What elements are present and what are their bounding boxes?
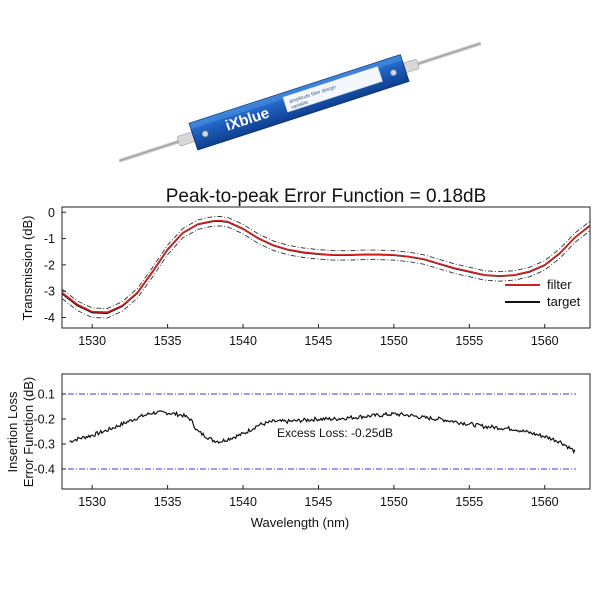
error-xtick-label-1550: 1550: [380, 495, 408, 509]
transmission-ytick-label-2: -2: [44, 258, 55, 272]
transmission-xtick-label-1555: 1555: [455, 334, 483, 348]
transmission-ytick-label-1: -1: [44, 232, 55, 246]
series-filter: [61, 219, 591, 314]
error-ylabel-line2: Error Function (dB): [21, 377, 36, 488]
transmission-xtick-label-1530: 1530: [78, 334, 106, 348]
transmission-xtick-label-1545: 1545: [305, 334, 333, 348]
transmission-ytick-label-4: -4: [44, 311, 55, 325]
error-annotation: Excess Loss: -0.25dB: [277, 426, 393, 440]
error-xtick-label-1540: 1540: [229, 495, 257, 509]
error-ytick-label-3: -0.4: [33, 463, 55, 477]
error-xtick-label-1530: 1530: [78, 495, 106, 509]
legend: filter target: [505, 277, 581, 309]
error-ylabel-line1: Insertion Loss: [5, 391, 20, 472]
transmission-chart: 1530 1535 1540 1545 1550 1555 1560 0 -1 -2 -3 -4 T…: [20, 206, 591, 348]
transmission-xtick-label-1535: 1535: [154, 334, 182, 348]
error-xlabel: Wavelength (nm): [251, 515, 350, 530]
device-label-line2: variable: [290, 100, 309, 111]
transmission-xtick-label-1560: 1560: [531, 334, 559, 348]
transmission-xtick-label-1550: 1550: [380, 334, 408, 348]
error-xtick-label-1560: 1560: [531, 495, 559, 509]
fiber-left: [118, 135, 192, 163]
error-ytick-label-2: -0.3: [33, 438, 55, 452]
device-top-face: [189, 54, 403, 130]
error-xtick-label-1545: 1545: [305, 495, 333, 509]
product-photo: amplitude filter design variable iXblue: [118, 41, 482, 163]
error-ytick-label-1: -0.2: [33, 413, 55, 427]
error-series: [69, 410, 576, 455]
transmission-ytick-label-0: 0: [48, 206, 55, 220]
device-label: [282, 65, 384, 113]
chart-title: Peak-to-peak Error Function = 0.18dB: [166, 186, 487, 207]
transmission-ylabel: Transmission (dB): [20, 216, 35, 321]
series-target: [61, 220, 591, 314]
error-function-chart: 1530 1535 1540 1545 1550 1555 1560 - 0.1 -0.2 -0…: [5, 373, 591, 530]
error-xtick-label-1555: 1555: [455, 495, 483, 509]
transmission-xtick-label-1540: 1540: [229, 334, 257, 348]
transmission-band-upper: [61, 216, 591, 309]
band-lower-line: [61, 225, 591, 319]
band-upper-line: [61, 216, 591, 309]
legend-label-filter: filter: [547, 277, 572, 292]
error-xtick-label-1535: 1535: [154, 495, 182, 509]
error-ytick-label-0: - 0.1: [30, 388, 55, 402]
legend-label-target: target: [547, 294, 581, 309]
transmission-ytick-label-3: -3: [44, 285, 55, 299]
transmission-band-lower: [61, 225, 591, 319]
screw-left: [201, 130, 209, 138]
error-plot-frame: [61, 373, 591, 490]
transmission-plot-frame: [61, 206, 591, 329]
fiber-right: [403, 41, 482, 70]
screw-right: [390, 69, 397, 76]
